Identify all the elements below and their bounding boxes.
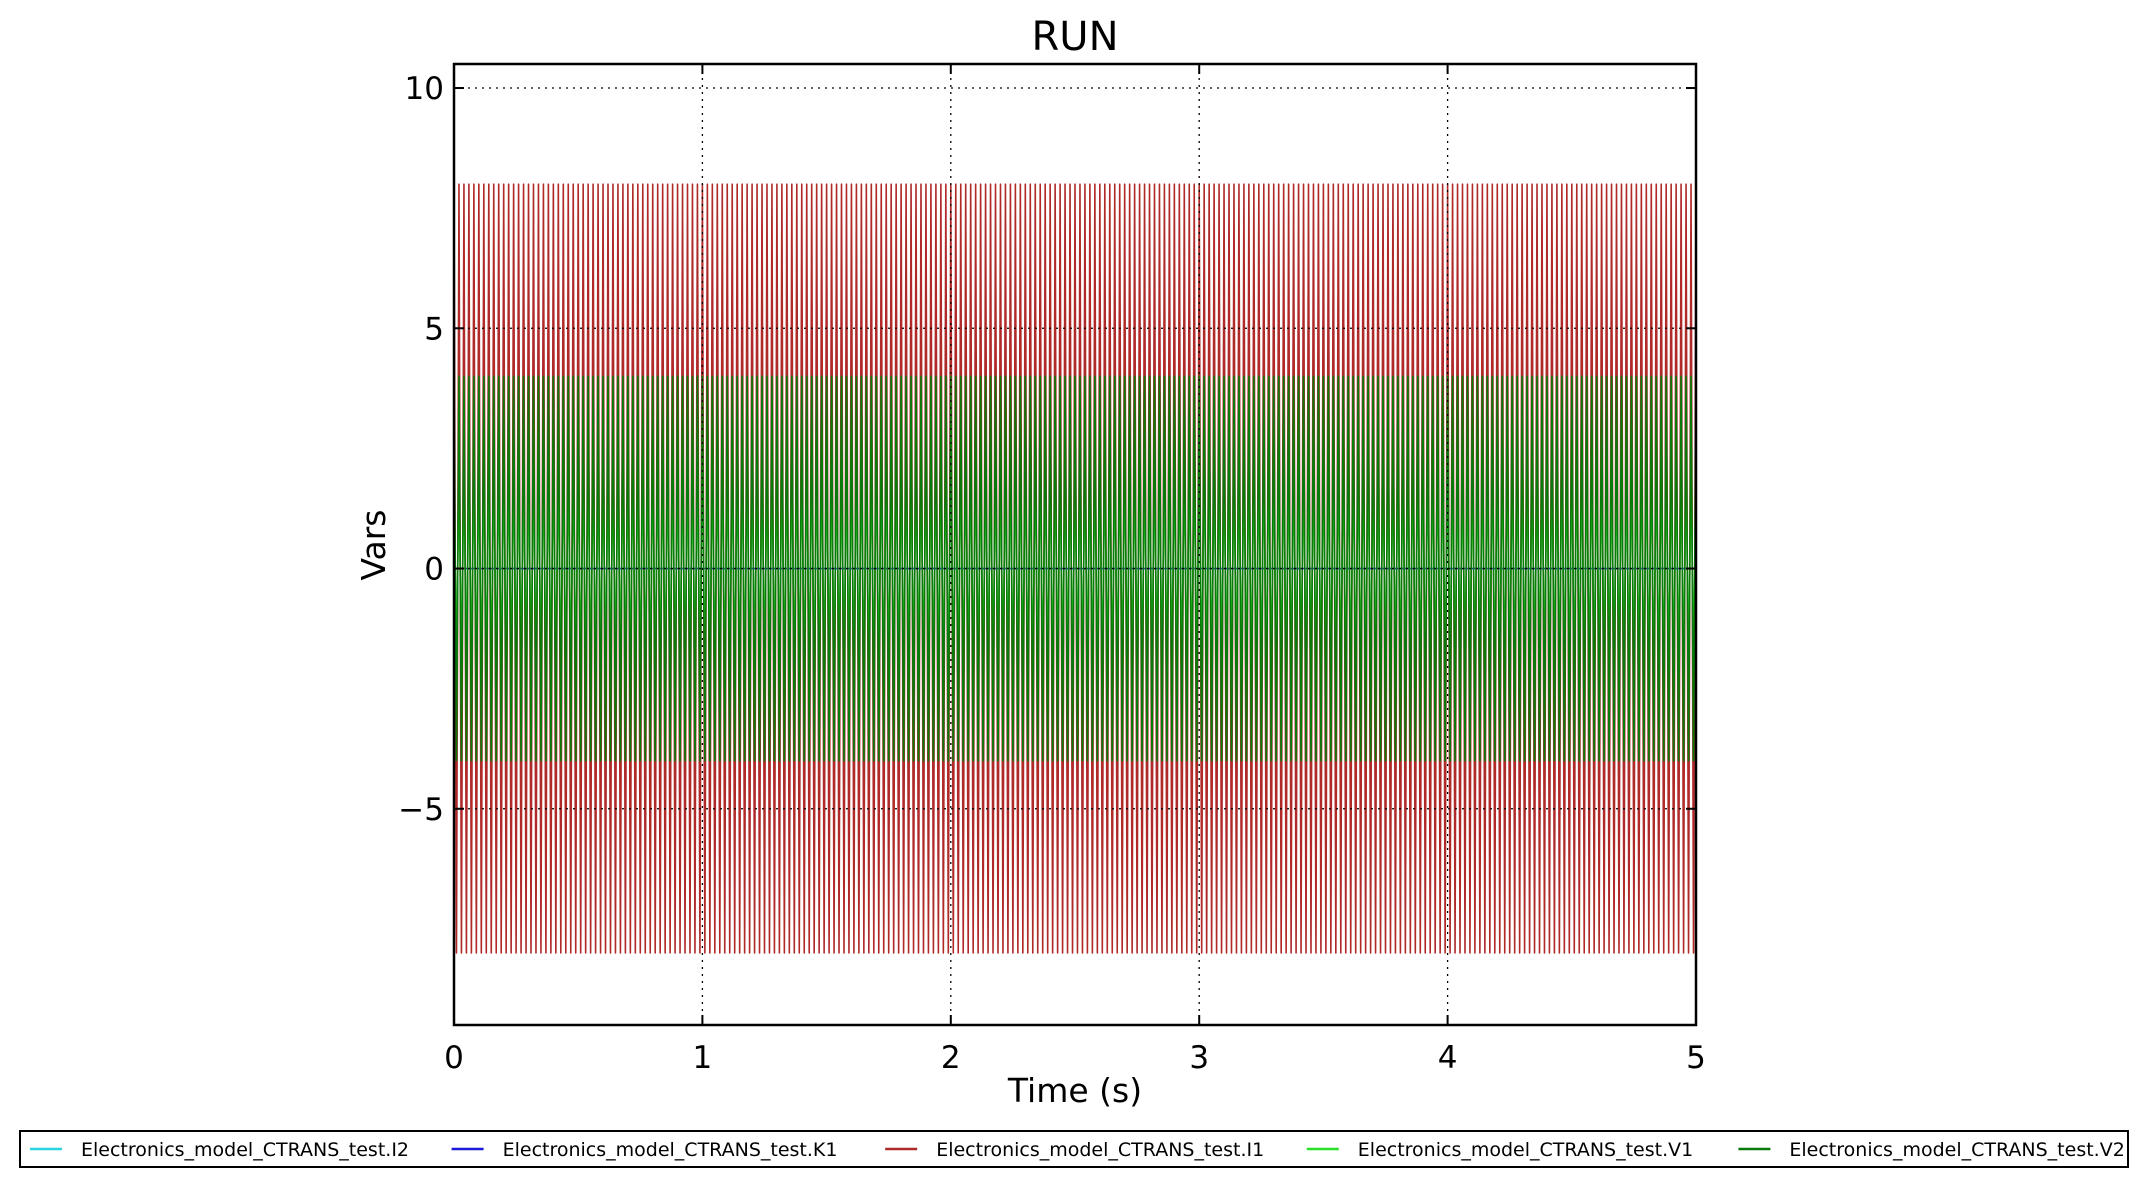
- legend-frame: [19, 1130, 2129, 1168]
- x-tick-label: 5: [1686, 1040, 1706, 1076]
- y-axis-label: Vars: [354, 510, 393, 581]
- x-tick-label: 4: [1438, 1040, 1458, 1076]
- legend-label: Electronics_model_CTRANS_test.V2: [1789, 1139, 2124, 1161]
- series-layer: [454, 183, 1696, 954]
- legend-label: Electronics_model_CTRANS_test.K1: [503, 1139, 838, 1161]
- chart-title: RUN: [1032, 14, 1119, 60]
- axis-ticks: 0 1 2 3 4 5 −5 0 5 10: [398, 64, 1706, 1076]
- y-tick-label: 0: [424, 552, 444, 588]
- plot-area: [452, 62, 1698, 1027]
- series-line-v2: [454, 375, 1696, 762]
- legend-label: Electronics_model_CTRANS_test.I1: [936, 1139, 1264, 1161]
- y-tick-label: −5: [398, 792, 444, 828]
- y-tick-label: 5: [424, 311, 444, 347]
- x-tick-label: 3: [1189, 1040, 1209, 1076]
- x-tick-label: 0: [444, 1040, 464, 1076]
- x-axis-label: Time (s): [1007, 1071, 1142, 1110]
- legend-label: Electronics_model_CTRANS_test.I2: [81, 1139, 409, 1161]
- x-tick-label: 1: [693, 1040, 713, 1076]
- y-tick-label: 10: [405, 71, 444, 107]
- legend: Electronics_model_CTRANS_test.I2 Electron…: [19, 1130, 2129, 1168]
- legend-label: Electronics_model_CTRANS_test.V1: [1358, 1139, 1693, 1161]
- x-tick-label: 2: [941, 1040, 961, 1076]
